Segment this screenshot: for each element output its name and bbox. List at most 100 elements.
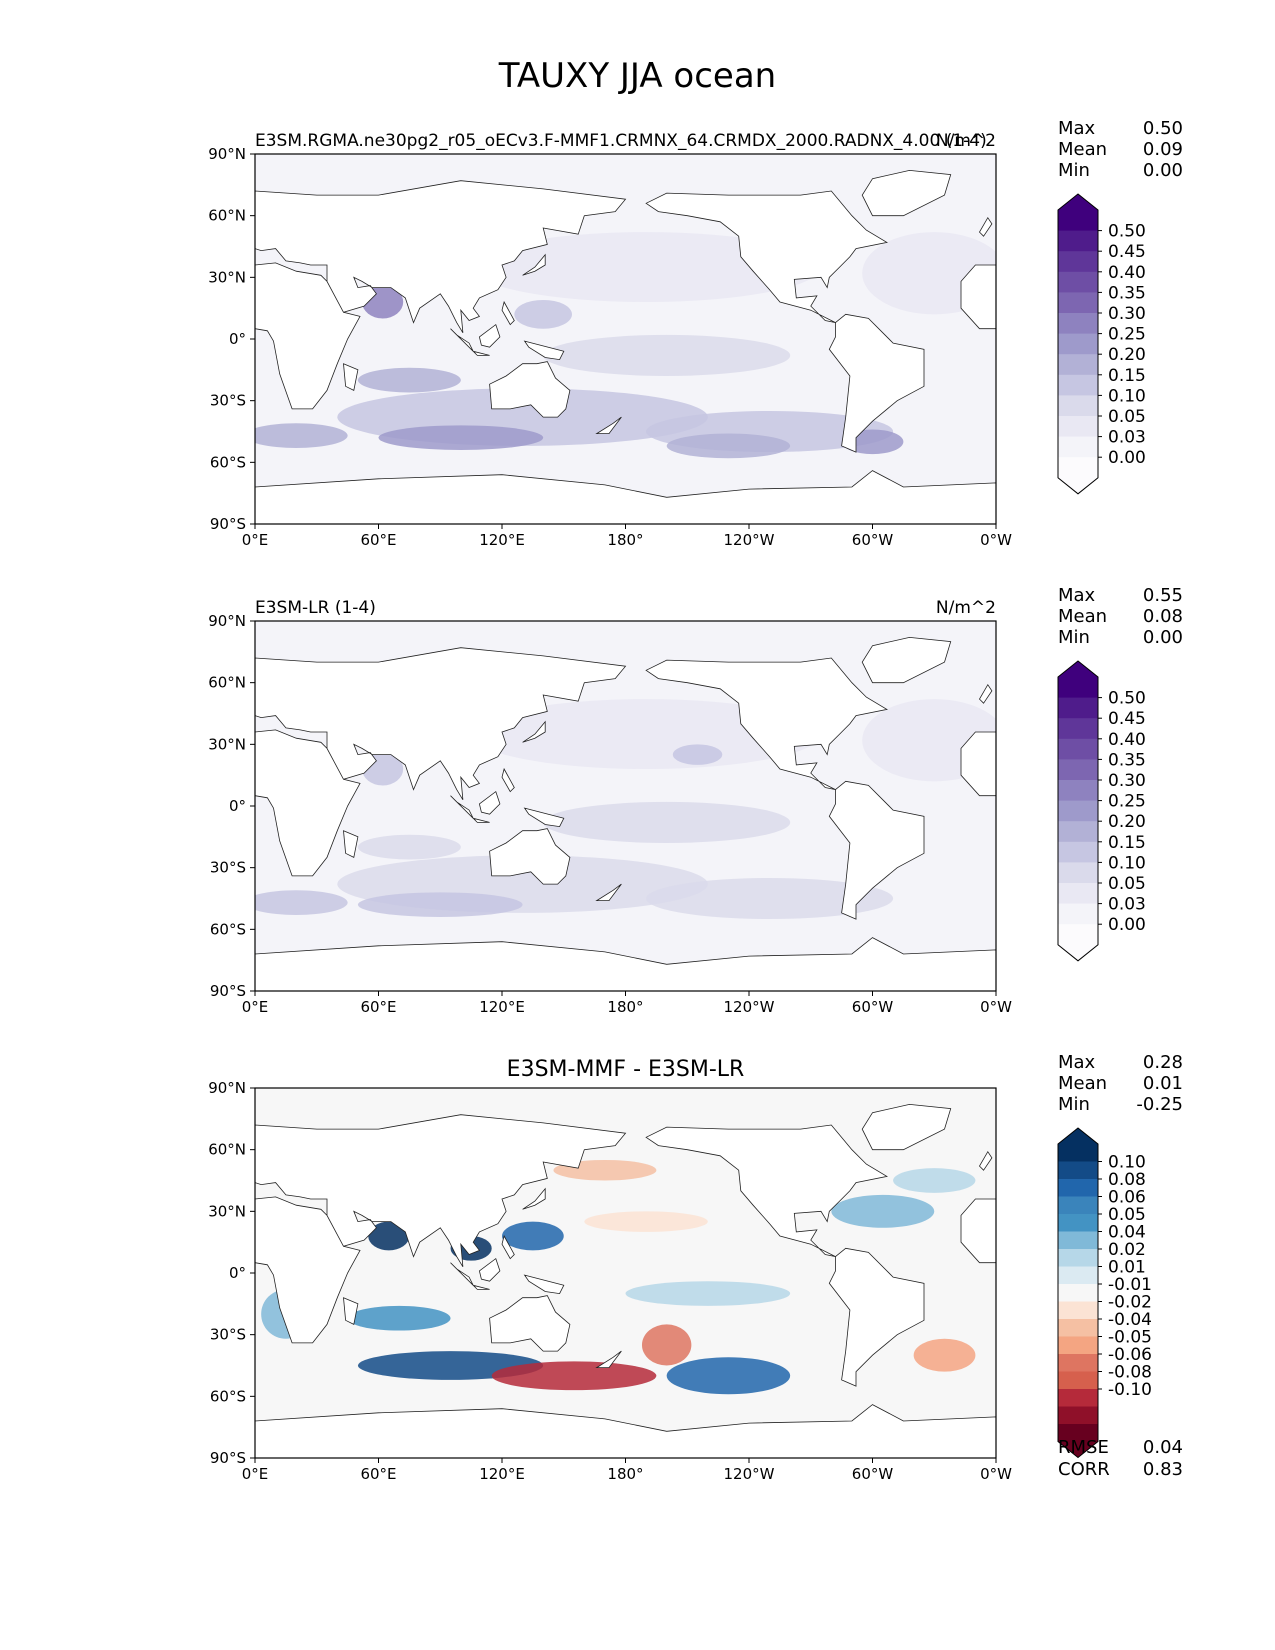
field-contour	[378, 425, 544, 450]
colorbar-label: 0.35	[1108, 750, 1146, 770]
panel-title-right: N/m^2	[936, 131, 996, 151]
colorbar-label: -0.04	[1108, 1310, 1152, 1330]
lat-tick-label: 60°S	[210, 1387, 246, 1405]
field-contour	[913, 1338, 976, 1372]
colorbar-segment	[1058, 738, 1098, 760]
lon-tick-label: 180°	[607, 1465, 643, 1483]
colorbar-segment	[1058, 1336, 1098, 1355]
stat-value: 0.28	[1143, 1052, 1183, 1073]
lon-tick-label: 60°W	[852, 531, 894, 549]
colorbar-segment	[1058, 883, 1098, 905]
lon-tick-label: 60°E	[360, 998, 396, 1016]
field-contour	[347, 1305, 451, 1331]
stat-label: Mean	[1058, 1073, 1107, 1094]
lon-tick-label: 0°W	[980, 998, 1012, 1016]
lat-tick-label: 30°N	[208, 268, 246, 286]
field-contour	[543, 801, 791, 843]
lat-tick-label: 30°S	[210, 1326, 246, 1344]
colorbar-segment	[1058, 1266, 1098, 1285]
colorbar-label: 0.05	[1108, 874, 1146, 894]
lon-tick-label: 120°W	[724, 1465, 775, 1483]
stat-value: 0.50	[1143, 118, 1183, 139]
lon-tick-label: 180°	[607, 531, 643, 549]
colorbar-segment	[1058, 1371, 1098, 1390]
colorbar-segment	[1058, 759, 1098, 781]
colorbar-label: 0.01	[1108, 1258, 1146, 1278]
colorbar-label: -0.02	[1108, 1293, 1152, 1313]
coastline	[255, 636, 996, 991]
lat-tick-label: 90°N	[208, 145, 246, 163]
lon-tick-label: 60°E	[360, 531, 396, 549]
colorbar-segment	[1058, 251, 1098, 273]
field-contour	[543, 334, 791, 376]
stat-label: Max	[1058, 585, 1096, 606]
colorbar-label: 0.04	[1108, 1223, 1146, 1243]
metric-value: 0.04	[1143, 1437, 1183, 1458]
lat-tick-label: 90°N	[208, 612, 246, 630]
stat-label: Max	[1058, 1052, 1096, 1073]
lat-tick-label: 30°N	[208, 1202, 246, 1220]
colorbar-label: -0.06	[1108, 1345, 1152, 1365]
colorbar-segment	[1058, 1301, 1098, 1320]
field-layer	[255, 621, 996, 991]
field-contour	[646, 877, 894, 920]
field-contour	[255, 423, 348, 448]
lat-tick-label: 90°S	[210, 1449, 246, 1467]
field-contour	[357, 892, 523, 917]
colorbar-segment	[1058, 1231, 1098, 1250]
colorbar-segment	[1058, 292, 1098, 314]
colorbar-segment	[1058, 1284, 1098, 1302]
colorbar-label: 0.10	[1108, 1153, 1146, 1173]
stat-label: Mean	[1058, 606, 1107, 627]
lon-tick-label: 60°W	[852, 1465, 894, 1483]
lat-tick-label: 90°S	[210, 982, 246, 1000]
colorbar-label: -0.01	[1108, 1275, 1152, 1295]
colorbar-extend-max	[1058, 194, 1098, 210]
colorbar-label: 0.03	[1108, 428, 1146, 448]
field-contour	[357, 834, 461, 860]
field-contour	[514, 299, 572, 329]
coastline	[255, 1103, 996, 1458]
field-contour	[641, 1324, 692, 1366]
colorbar-label: 0.10	[1108, 386, 1146, 406]
colorbar-label: 0.15	[1108, 833, 1146, 853]
colorbar-segment	[1058, 1214, 1098, 1232]
field-contour	[893, 1168, 976, 1193]
colorbar-label: 0.15	[1108, 366, 1146, 386]
colorbar-segment	[1058, 1406, 1098, 1425]
colorbar-label: 0.00	[1108, 448, 1146, 468]
lon-tick-label: 60°E	[360, 1465, 396, 1483]
coastline	[255, 169, 996, 524]
lat-tick-label: 60°N	[208, 674, 246, 692]
colorbar-label: -0.05	[1108, 1328, 1152, 1348]
colorbar-extend-max	[1058, 1128, 1098, 1144]
lon-tick-label: 120°W	[724, 531, 775, 549]
lon-tick-label: 0°E	[242, 998, 269, 1016]
lon-tick-label: 180°	[607, 998, 643, 1016]
colorbar-segment	[1058, 333, 1098, 355]
field-contour	[625, 1281, 791, 1306]
field-contour	[255, 890, 348, 915]
colorbar-label: 0.30	[1108, 304, 1146, 324]
colorbar-label: -0.08	[1108, 1363, 1152, 1383]
colorbar-segment	[1058, 821, 1098, 843]
colorbar-label: 0.20	[1108, 345, 1146, 365]
colorbar-segment	[1058, 677, 1098, 699]
colorbar-label: 0.40	[1108, 730, 1146, 750]
lat-tick-label: 60°S	[210, 920, 246, 938]
figure-title: TAUXY JJA ocean	[498, 56, 777, 96]
field-layer	[255, 154, 996, 524]
colorbar-label: 0.45	[1108, 709, 1146, 729]
lat-tick-label: 30°S	[210, 859, 246, 877]
colorbar-label: 0.00	[1108, 915, 1146, 935]
colorbar-label: 0.05	[1108, 1205, 1146, 1225]
colorbar-outline	[1057, 193, 1099, 495]
colorbar-segment	[1058, 924, 1098, 946]
stat-value: -0.25	[1136, 1094, 1183, 1115]
colorbar-outline	[1057, 1127, 1099, 1459]
field-contour	[491, 1361, 657, 1391]
stat-label: Min	[1058, 627, 1090, 648]
colorbar-label: 0.10	[1108, 853, 1146, 873]
colorbar-segment	[1058, 416, 1098, 438]
lat-tick-label: 60°N	[208, 1141, 246, 1159]
